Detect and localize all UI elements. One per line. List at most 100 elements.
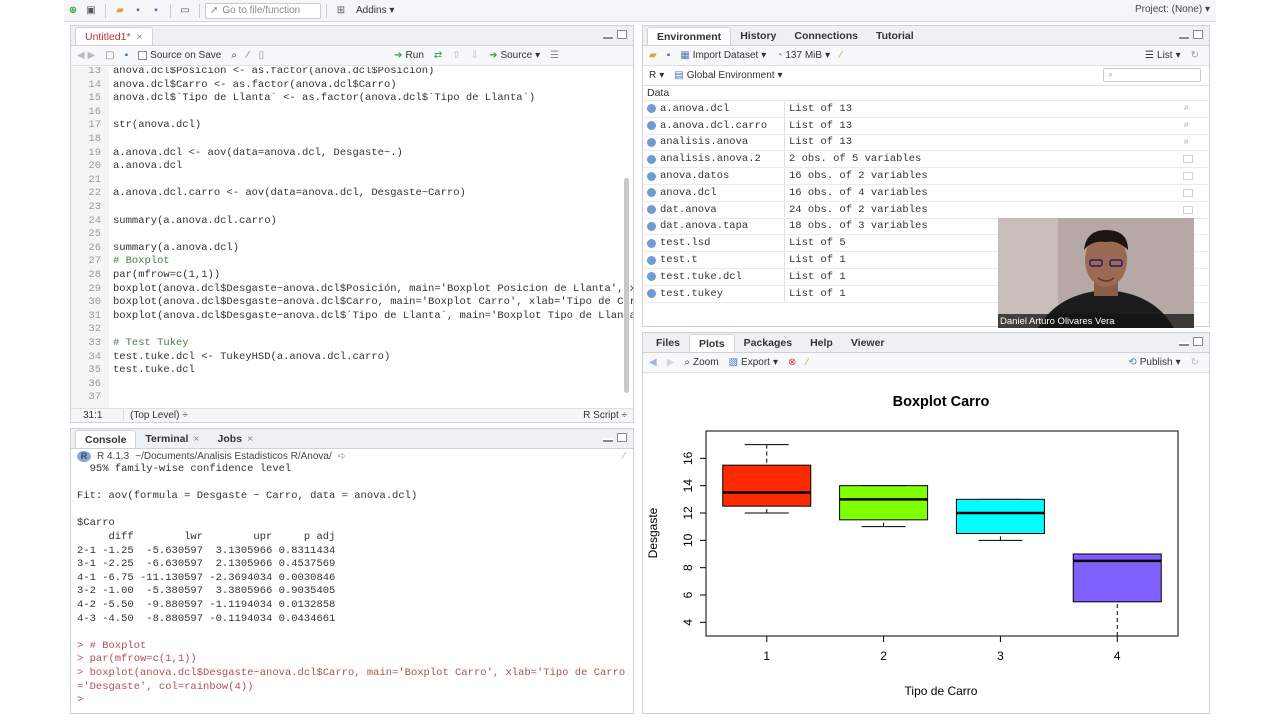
code-line[interactable]: 30 boxplot(anova.dcl$Desgaste~anova.dcl$C… — [71, 296, 633, 310]
tab-untitled1[interactable]: Untitled1* × — [75, 27, 153, 45]
load-workspace-icon[interactable]: ▰ — [649, 50, 657, 61]
show-in-window-icon[interactable]: ▢ — [105, 50, 115, 61]
print-icon[interactable]: ▭ — [180, 5, 190, 16]
view-table-icon[interactable] — [1183, 205, 1193, 214]
expand-arrow-icon[interactable] — [647, 137, 656, 147]
tab-tutorial[interactable]: Tutorial — [867, 27, 923, 45]
go-to-dir-icon[interactable]: ➪ — [337, 450, 347, 462]
expand-arrow-icon[interactable] — [647, 221, 656, 231]
code-line[interactable]: 21 — [71, 174, 631, 188]
remove-plot-icon[interactable]: ⊗ — [787, 357, 797, 368]
view-search-icon[interactable]: ⌕ — [1183, 120, 1190, 132]
rerun-icon[interactable]: ⇄ — [433, 50, 443, 61]
scope-selector[interactable]: (Top Level) ÷ — [123, 410, 188, 421]
code-line[interactable]: 19 a.anova.dcl <- aov(data=anova.dcl, Des… — [71, 147, 631, 161]
file-type-selector[interactable]: R Script ÷ — [583, 410, 627, 421]
code-area[interactable]: 13 anova.dcl$Posicion <- as.factor(anova.… — [71, 67, 633, 419]
maximize-icon[interactable] — [617, 30, 627, 39]
expand-arrow-icon[interactable] — [647, 121, 656, 131]
expand-arrow-icon[interactable] — [647, 289, 656, 299]
go-up-icon[interactable]: ⇧ — [452, 50, 461, 61]
tab-packages[interactable]: Packages — [735, 334, 801, 352]
code-line[interactable]: 28 par(mfrow=c(1,1)) — [71, 269, 631, 283]
code-line[interactable]: 16 — [71, 106, 631, 120]
zoom-button[interactable]: ⌕ Zoom — [684, 357, 718, 368]
tab-history[interactable]: History — [731, 27, 785, 45]
save-workspace-icon[interactable]: ▪ — [666, 50, 671, 61]
environment-row[interactable]: analisis.anova List of 13 ⌕ — [643, 134, 1209, 152]
expand-arrow-icon[interactable] — [647, 171, 656, 181]
view-search-icon[interactable]: ⌕ — [1183, 104, 1190, 115]
back-arrow-icon[interactable]: ◀ ▶ — [77, 50, 96, 61]
refresh-icon[interactable]: ↻ — [1190, 50, 1199, 61]
go-down-icon[interactable]: ⇩ — [470, 50, 480, 61]
new-file-icon[interactable]: ⊕ — [68, 5, 78, 16]
close-icon[interactable]: × — [136, 30, 143, 43]
next-plot-icon[interactable]: ▶ — [666, 357, 675, 368]
view-search-icon[interactable]: ⌕ — [1183, 137, 1190, 149]
grid-layout-icon[interactable]: ⊞ — [336, 5, 346, 16]
save-icon[interactable]: ▪ — [124, 50, 129, 61]
maximize-icon[interactable] — [1193, 30, 1203, 39]
code-line[interactable]: 17 str(anova.dcl) — [71, 119, 631, 133]
environment-row[interactable]: anova.datos 16 obs. of 2 variables — [643, 168, 1209, 185]
compile-report-icon[interactable]: ▯ — [258, 50, 265, 61]
minimize-icon[interactable] — [603, 438, 613, 442]
code-line[interactable]: 27 # Boxplot — [71, 255, 631, 269]
code-line[interactable]: 36 — [71, 378, 631, 392]
code-line[interactable]: 35 test.tuke.dcl — [71, 364, 631, 378]
code-line[interactable]: 34 test.tuke.dcl <- TukeyHSD(a.anova.dcl.… — [71, 351, 631, 365]
save-all-icon[interactable]: ▪ — [154, 5, 158, 16]
scope-selector[interactable]: ▤ Global Environment ▾ — [674, 70, 783, 81]
memory-usage-button[interactable]: ◔ 137 MiB ▾ — [776, 50, 831, 61]
environment-row[interactable]: anova.dcl 16 obs. of 4 variables — [643, 185, 1209, 202]
tab-connections[interactable]: Connections — [785, 27, 867, 45]
code-line[interactable]: 20 a.anova.dcl — [71, 160, 631, 174]
working-directory[interactable]: ~/Documents/Analisis Estadisticos R/Anov… — [135, 450, 332, 462]
code-line[interactable]: 29 boxplot(anova.dcl$Desgaste~anova.dcl$P… — [71, 283, 633, 297]
code-line[interactable]: 15 anova.dcl$`Tipo de Llanta` <- as.facto… — [71, 92, 631, 106]
code-line[interactable]: 13 anova.dcl$Posicion <- as.factor(anova.… — [71, 67, 631, 79]
tab-plots[interactable]: Plots — [688, 334, 735, 352]
maximize-icon[interactable] — [617, 433, 627, 442]
refresh-icon[interactable]: ↻ — [1190, 357, 1199, 368]
list-view-button[interactable]: ☰ List ▾ — [1145, 50, 1181, 61]
code-line[interactable]: 32 — [71, 323, 631, 337]
new-project-icon[interactable]: ▣ — [86, 5, 96, 16]
wand-icon[interactable]: ⁄ — [246, 50, 249, 61]
code-line[interactable]: 26 summary(a.anova.dcl) — [71, 242, 631, 256]
import-dataset-button[interactable]: ▦ Import Dataset ▾ — [680, 50, 767, 61]
open-folder-icon[interactable]: ▰ — [116, 5, 124, 16]
code-line[interactable]: 37 — [71, 391, 631, 405]
project-menu[interactable]: Project: (None) ▾ — [1134, 4, 1210, 15]
source-on-save-checkbox[interactable]: Source on Save — [138, 50, 221, 61]
tab-terminal[interactable]: Terminal × — [136, 430, 208, 448]
clear-plots-icon[interactable]: ⁄ — [806, 357, 809, 368]
environment-row[interactable]: dat.anova 24 obs. of 2 variables — [643, 201, 1209, 219]
tab-console[interactable]: Console — [75, 430, 137, 448]
expand-arrow-icon[interactable] — [647, 188, 656, 198]
publish-button[interactable]: ⟲ Publish ▾ — [1128, 357, 1181, 368]
previous-plot-icon[interactable]: ◀ — [649, 357, 657, 368]
tab-jobs[interactable]: Jobs × — [209, 430, 263, 448]
addins-menu[interactable]: Addins ▾ — [356, 5, 395, 16]
code-line[interactable]: 18 — [71, 133, 631, 147]
language-selector[interactable]: R ▾ — [649, 70, 665, 81]
tab-viewer[interactable]: Viewer — [842, 334, 894, 352]
code-line[interactable]: 24 summary(a.anova.dcl.carro) — [71, 215, 631, 229]
run-button[interactable]: ➔ Run — [394, 50, 424, 61]
tab-files[interactable]: Files — [647, 334, 689, 352]
environment-search-input[interactable]: ⌕ — [1103, 68, 1201, 82]
close-icon[interactable]: × — [247, 433, 254, 445]
expand-arrow-icon[interactable] — [647, 205, 656, 215]
environment-row[interactable]: analisis.anova.2 2 obs. of 5 variables — [643, 151, 1209, 169]
minimize-icon[interactable] — [1179, 35, 1189, 39]
code-line[interactable]: 25 — [71, 228, 631, 242]
console-output[interactable]: 95% family-wise confidence level Fit: aov… — [77, 463, 627, 713]
maximize-icon[interactable] — [1193, 337, 1203, 346]
close-icon[interactable]: × — [193, 433, 200, 445]
save-icon[interactable]: ▪ — [136, 5, 140, 16]
minimize-icon[interactable] — [603, 35, 613, 39]
code-line[interactable]: 14 anova.dcl$Carro <- as.factor(anova.dcl… — [71, 79, 631, 93]
code-line[interactable]: 22 a.anova.dcl.carro <- aov(data=anova.dc… — [71, 187, 631, 201]
